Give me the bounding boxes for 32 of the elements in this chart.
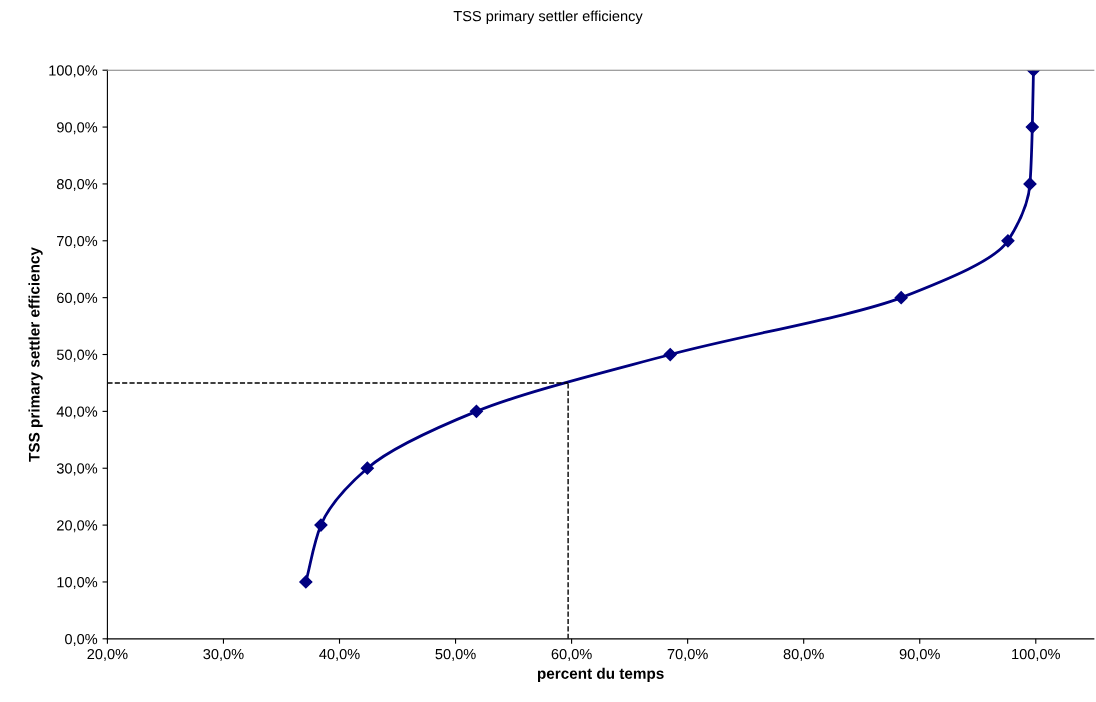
point (360, 461, 374, 475)
x-axis-title: percent du temps (537, 667, 664, 682)
point (1025, 120, 1039, 134)
y-tick-label: 10,0% (57, 577, 98, 590)
y-axis-title: TSS primary settler efficiency (28, 247, 43, 462)
point (1001, 234, 1015, 248)
y-tick-label: 40,0% (56, 406, 98, 419)
point (1023, 177, 1037, 191)
x-tick-label: 70,0% (667, 648, 708, 661)
x-tick-label: 100,0% (1012, 648, 1060, 661)
point (469, 404, 484, 418)
x-tick-label: 20,0% (87, 648, 128, 661)
y-tick-label: 20,0% (57, 520, 98, 533)
x-tick-label: 50,0% (435, 648, 476, 661)
y-tick-label: 70,0% (57, 235, 98, 248)
y-tick-label: 80,0% (56, 179, 98, 192)
y-tick-label: 90,0% (57, 122, 98, 135)
y-tick-label: 0,0% (65, 633, 98, 646)
x-tick-label: 90,0% (899, 648, 940, 661)
point (894, 291, 908, 305)
y-tick-label: 50,0% (56, 349, 98, 362)
x-tick-label: 60,0% (551, 648, 592, 661)
y-tick-label: 100,0% (49, 65, 98, 78)
y-tick-label: 30,0% (56, 463, 98, 476)
y-tick-label: 60,0% (57, 292, 98, 305)
x-tick-label: 40,0% (319, 648, 360, 661)
x-tick-label: 30,0% (203, 648, 244, 661)
x-tick-label: 80,0% (783, 648, 824, 661)
chart-title: TSS primary settler efficiency (453, 10, 643, 25)
point (314, 518, 328, 532)
point (299, 575, 313, 589)
point (663, 347, 677, 362)
